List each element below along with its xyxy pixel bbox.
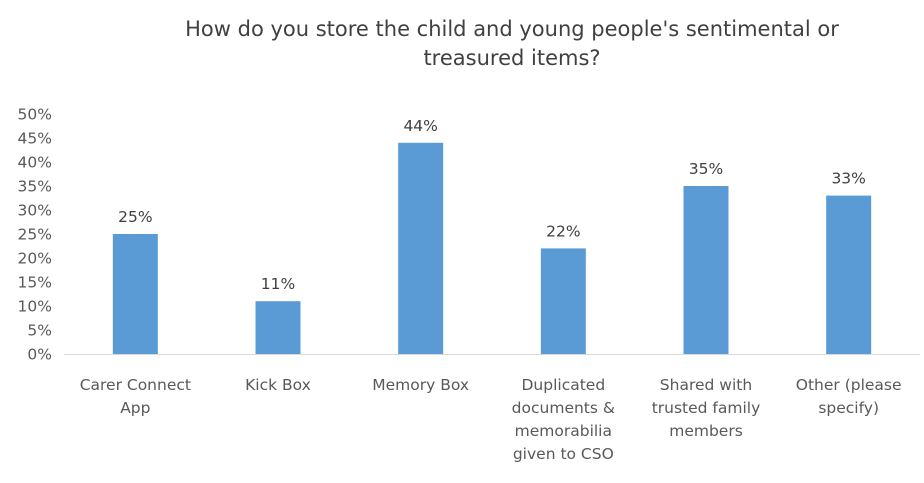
y-tick-label: 5% xyxy=(27,322,52,340)
x-tick-label: given to CSO xyxy=(513,445,614,463)
bar xyxy=(826,195,872,354)
x-tick-label: Duplicated xyxy=(521,376,605,394)
x-tick-label: documents & xyxy=(512,399,615,417)
data-label: 35% xyxy=(689,160,723,178)
x-tick-label: Shared with xyxy=(660,376,752,394)
chart-title: How do you store the child and young peo… xyxy=(185,17,839,70)
x-tick-label: specify) xyxy=(818,399,879,417)
y-tick-label: 25% xyxy=(18,226,52,244)
data-label: 25% xyxy=(118,208,152,226)
bars xyxy=(112,142,872,354)
bar xyxy=(255,301,301,354)
x-tick-label: Memory Box xyxy=(372,376,469,394)
y-tick-label: 50% xyxy=(18,106,52,124)
bar xyxy=(683,186,729,354)
y-tick-label: 10% xyxy=(18,298,52,316)
y-tick-label: 30% xyxy=(18,202,52,220)
data-labels: 25% 11% 44% 22% 35% 33% xyxy=(118,117,866,293)
x-tick-label: Other (please xyxy=(796,376,902,394)
y-axis: 0% 5% 10% 15% 20% 25% 30% 35% 40% 45% 50% xyxy=(18,106,52,364)
y-tick-label: 35% xyxy=(18,178,52,196)
y-tick-label: 45% xyxy=(18,130,52,148)
y-tick-label: 0% xyxy=(27,346,52,364)
y-tick-label: 40% xyxy=(18,154,52,172)
chart-title-line: treasured items? xyxy=(423,46,600,70)
chart-title-line: How do you store the child and young peo… xyxy=(185,17,839,41)
data-label: 22% xyxy=(546,222,580,240)
bar xyxy=(540,248,586,354)
x-tick-label: trusted family xyxy=(652,399,761,417)
x-tick-label: App xyxy=(120,399,150,417)
x-axis: Carer Connect App Kick Box Memory Box Duplic… xyxy=(64,354,920,463)
data-label: 44% xyxy=(403,117,437,135)
data-label: 11% xyxy=(261,275,295,293)
bar xyxy=(112,234,158,354)
x-tick-label: members xyxy=(669,422,743,440)
x-tick-label: Kick Box xyxy=(245,376,311,394)
y-tick-label: 15% xyxy=(18,274,52,292)
x-tick-label: Carer Connect xyxy=(80,376,191,394)
y-tick-label: 20% xyxy=(18,250,52,268)
bar xyxy=(398,142,444,354)
x-tick-label: memorabilia xyxy=(515,422,612,440)
data-label: 33% xyxy=(831,170,865,188)
